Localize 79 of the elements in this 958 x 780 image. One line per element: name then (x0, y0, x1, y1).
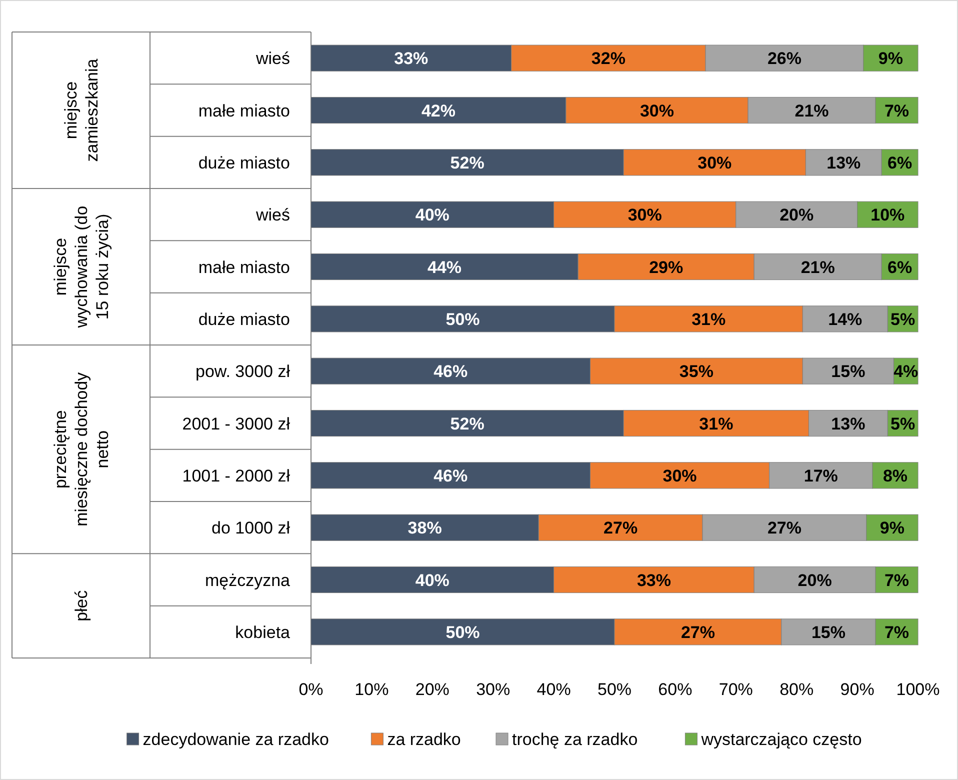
x-tick-label: 90% (840, 680, 874, 699)
data-label: 15% (811, 622, 846, 642)
data-label: 20% (798, 570, 832, 590)
data-label: 6% (888, 153, 912, 172)
x-tick-label: 50% (597, 680, 632, 699)
data-label: 21% (800, 258, 835, 277)
data-label: 5% (890, 310, 916, 329)
y-tick-label: duże miasto (198, 310, 290, 329)
data-label: 13% (831, 414, 866, 434)
data-label: 10% (870, 206, 905, 225)
text: przeciętne miesięczne dochody netto (51, 372, 112, 526)
data-label: 32% (591, 49, 626, 68)
y-tick-label: 2001 - 3000 zł (182, 414, 290, 434)
data-label: 50% (446, 310, 480, 329)
data-label: 20% (780, 206, 814, 225)
text: miejsce zamieszkania (62, 58, 102, 162)
data-label: 30% (628, 206, 662, 225)
y-tick-label: wieś (254, 206, 290, 225)
data-label: 31% (692, 310, 726, 329)
x-tick-label: 20% (415, 680, 450, 699)
data-label: 33% (394, 49, 428, 68)
x-tick-label: 30% (476, 680, 510, 699)
data-label: 29% (649, 258, 684, 277)
data-label: 35% (679, 362, 714, 382)
data-label: 27% (767, 518, 802, 538)
data-label: 38% (408, 518, 442, 538)
data-label: 7% (884, 101, 910, 120)
data-label: 30% (640, 101, 674, 120)
text: płeć (72, 590, 91, 622)
data-label: 9% (878, 49, 903, 68)
data-label: 13% (826, 153, 861, 172)
data-label: 5% (890, 414, 916, 434)
data-label: 46% (434, 466, 468, 486)
y-tick-label: pow. 3000 zł (195, 362, 290, 382)
x-tick-label: 80% (780, 680, 814, 699)
y-tick-label: małe miasto (198, 101, 290, 120)
data-label: 52% (450, 153, 484, 172)
data-label: 44% (428, 258, 462, 277)
data-label: 8% (882, 466, 908, 486)
y-tick-label: kobieta (235, 622, 291, 642)
data-label: 6% (888, 258, 912, 277)
data-label: 40% (415, 206, 450, 225)
y-tick-label: mężczyzna (204, 570, 291, 590)
data-label: 31% (699, 414, 734, 434)
x-tick-label: 100% (896, 680, 940, 699)
data-label: 52% (450, 414, 484, 434)
legend-label: za rzadko (387, 730, 461, 749)
data-label: 40% (415, 570, 450, 590)
data-label: 33% (636, 570, 671, 590)
data-label: 14% (828, 310, 862, 329)
data-label: 27% (604, 518, 638, 538)
data-label: 46% (434, 362, 468, 382)
x-tick-label: 10% (354, 680, 389, 699)
data-label: 42% (421, 101, 456, 120)
data-label: 30% (662, 466, 697, 486)
legend-label: wystarczająco często (700, 730, 862, 749)
data-label: 26% (767, 49, 802, 68)
x-tick-label: 60% (658, 680, 692, 699)
x-tick-label: 70% (718, 680, 753, 699)
data-label: 21% (794, 101, 829, 120)
data-label: 30% (698, 153, 732, 172)
x-tick-label: 40% (536, 680, 571, 699)
data-label: 7% (884, 570, 910, 590)
y-tick-label: wieś (254, 49, 290, 68)
data-label: 27% (680, 622, 715, 642)
text: miejsce wychowania (do 15 roku życia) (51, 206, 112, 329)
data-label: 50% (446, 622, 480, 642)
x-tick-label: 0% (298, 680, 324, 699)
data-label: 4% (894, 362, 918, 382)
data-label: 9% (880, 518, 904, 538)
y-tick-label: 1001 - 2000 zł (182, 466, 290, 486)
data-label: 15% (831, 362, 866, 382)
data-label: 17% (804, 466, 838, 486)
y-tick-label: duże miasto (198, 153, 290, 172)
legend-label: zdecydowanie za rzadko (142, 730, 329, 749)
data-label: 7% (884, 622, 910, 642)
y-tick-label: małe miasto (198, 258, 290, 277)
legend-label: trochę za rzadko (512, 730, 638, 749)
y-tick-label: do 1000 zł (212, 518, 290, 538)
